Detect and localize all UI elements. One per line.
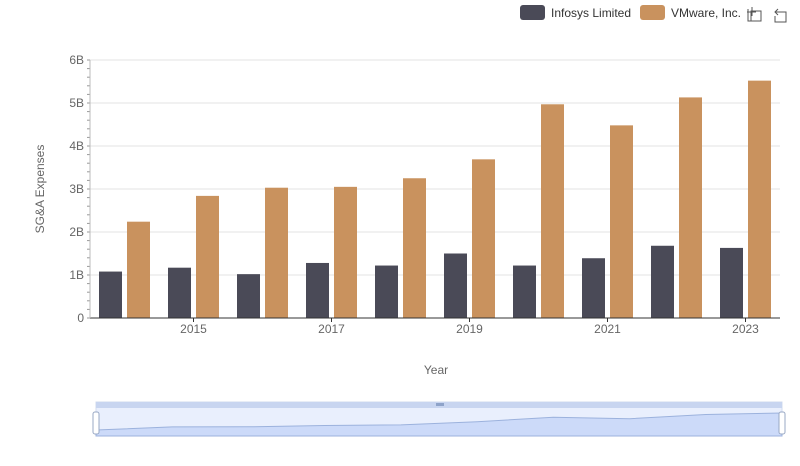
bar-infosys-2023[interactable]	[720, 247, 743, 318]
legend-item-vmware[interactable]: VMware, Inc.	[640, 5, 741, 20]
bar-infosys-2022[interactable]	[651, 245, 674, 318]
bar-infosys-2014[interactable]	[99, 271, 122, 318]
legend: Infosys Limited VMware, Inc.	[520, 5, 741, 20]
bar-vmware-2022[interactable]	[679, 97, 702, 318]
y-tick-label: 3B	[69, 182, 84, 196]
y-axis-title: SG&A Expenses	[33, 145, 47, 234]
x-tick-label: 2015	[180, 322, 207, 336]
grid-lines	[90, 59, 780, 276]
bar-vmware-2023[interactable]	[748, 80, 771, 318]
x-tick-label: 2021	[594, 322, 621, 336]
x-axis-title: Year	[424, 363, 448, 377]
bar-vmware-2019[interactable]	[472, 159, 495, 318]
bar-vmware-2017[interactable]	[334, 186, 357, 318]
data-zoom-slider[interactable]	[92, 401, 786, 437]
y-tick-labels: 0 1B 2B 3B 4B 5B 6B	[69, 53, 84, 325]
x-tick-label: 2023	[732, 322, 759, 336]
bar-vmware-2016[interactable]	[265, 187, 288, 318]
slider-preview-area	[95, 412, 783, 437]
bar-infosys-2021[interactable]	[582, 258, 605, 318]
y-tick-label: 0	[77, 311, 84, 325]
bar-infosys-2019[interactable]	[444, 253, 467, 319]
bar-vmware-2021[interactable]	[610, 125, 633, 318]
legend-item-infosys[interactable]: Infosys Limited	[520, 5, 631, 20]
legend-swatch-infosys	[520, 5, 545, 20]
y-tick-label: 1B	[69, 268, 84, 282]
y-tick-label: 5B	[69, 96, 84, 110]
bar-vmware-2015[interactable]	[196, 195, 219, 318]
bars	[99, 80, 771, 319]
slider-left-handle[interactable]	[92, 411, 100, 435]
x-tick-label: 2017	[318, 322, 345, 336]
y-tick-label: 4B	[69, 139, 84, 153]
bar-infosys-2016[interactable]	[237, 274, 260, 318]
restore-icon[interactable]	[774, 8, 787, 23]
legend-label-vmware: VMware, Inc.	[671, 6, 741, 20]
legend-swatch-vmware	[640, 5, 665, 20]
y-tick-label: 6B	[69, 53, 84, 67]
bar-infosys-2017[interactable]	[306, 262, 329, 318]
slider-drag-grip[interactable]	[436, 403, 444, 406]
zoom-select-icon[interactable]	[747, 7, 762, 22]
bar-infosys-2015[interactable]	[168, 267, 191, 318]
legend-label-infosys: Infosys Limited	[551, 6, 631, 20]
slider-right-handle[interactable]	[778, 411, 786, 435]
bar-vmware-2014[interactable]	[127, 221, 150, 318]
bar-infosys-2020[interactable]	[513, 265, 536, 318]
y-tick-label: 2B	[69, 225, 84, 239]
bar-vmware-2020[interactable]	[541, 104, 564, 318]
bar-vmware-2018[interactable]	[403, 178, 426, 318]
bar-infosys-2018[interactable]	[375, 265, 398, 318]
x-tick-labels: 2015 2017 2019 2021 2023	[180, 318, 759, 336]
x-tick-label: 2019	[456, 322, 483, 336]
